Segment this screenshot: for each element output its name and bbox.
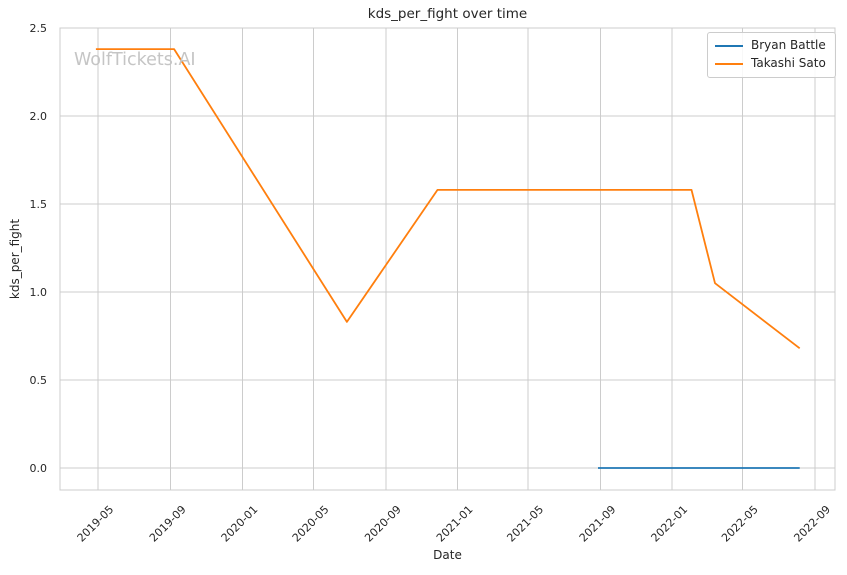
x-tick-label: 2021-09 <box>577 503 619 545</box>
y-tick-label: 2.0 <box>30 110 48 123</box>
x-tick-label: 2022-09 <box>791 503 833 545</box>
chart-title: kds_per_fight over time <box>367 6 528 22</box>
legend-item-bryan-battle: Bryan Battle <box>715 38 826 53</box>
x-tick-label: 2021-05 <box>504 503 546 545</box>
plot-border <box>59 27 836 491</box>
y-tick-label: 1.5 <box>30 198 48 211</box>
legend-line-sample-blue <box>715 44 743 47</box>
legend-line-sample-orange <box>715 62 743 65</box>
y-tick-label: 0.0 <box>30 462 48 475</box>
x-tick-label: 2020-05 <box>290 503 332 545</box>
x-tick-label: 2019-09 <box>147 503 189 545</box>
watermark: WolfTickets.AI <box>74 50 196 70</box>
y-tick-label: 2.5 <box>30 22 48 35</box>
x-tick-label: 2020-01 <box>219 503 261 545</box>
series-line-1 <box>95 48 801 350</box>
y-axis-label: kds_per_fight <box>8 218 22 300</box>
legend: Bryan Battle Takashi Sato <box>707 32 836 78</box>
legend-label-bryan-battle: Bryan Battle <box>751 38 826 52</box>
y-tick-label: 1.0 <box>30 286 48 299</box>
x-tick-label: 2022-01 <box>649 503 691 545</box>
x-axis-label: Date <box>433 548 462 562</box>
legend-item-takashi-sato: Takashi Sato <box>715 56 826 71</box>
y-tick-label: 0.5 <box>30 374 48 387</box>
legend-label-takashi-sato: Takashi Sato <box>751 56 826 70</box>
x-tick-label: 2021-01 <box>434 503 476 545</box>
x-tick-label: 2020-09 <box>362 503 404 545</box>
x-tick-label: 2022-05 <box>719 503 761 545</box>
x-tick-label: 2019-05 <box>75 503 117 545</box>
